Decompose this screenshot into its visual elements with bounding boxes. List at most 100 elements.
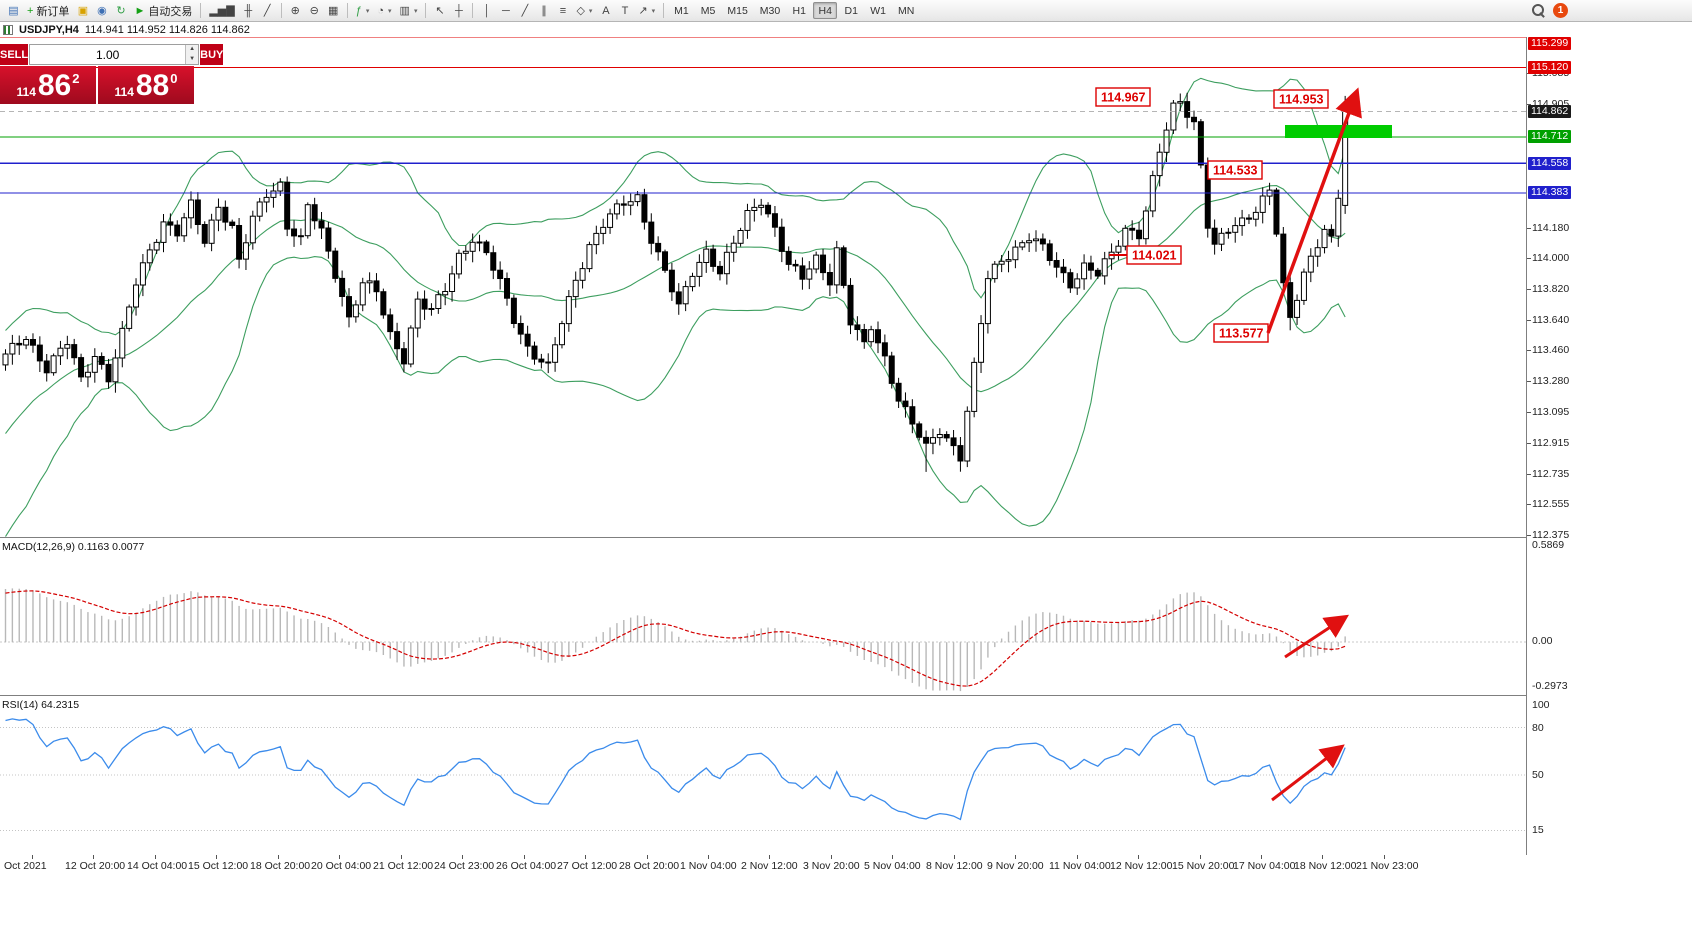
timeframe-MN[interactable]: MN bbox=[897, 4, 915, 17]
time-tick-mark bbox=[1077, 855, 1078, 859]
line-chart-icon[interactable]: ╱ bbox=[258, 2, 277, 20]
new-order-button-label: 新订单 bbox=[36, 5, 70, 18]
scale-tick-mark bbox=[1527, 381, 1531, 382]
sell-price-button[interactable]: 114 86 2 bbox=[0, 66, 96, 104]
horizontal-line-icon[interactable]: ─ bbox=[496, 2, 515, 20]
vertical-line-icon[interactable]: │ bbox=[477, 2, 496, 20]
fibonacci-icon[interactable]: ≡ bbox=[553, 2, 572, 20]
volume-down-button[interactable]: ▼ bbox=[186, 54, 199, 64]
bollinger-lower bbox=[5, 256, 1346, 537]
main-chart[interactable]: 114.967 114.953 114.533 114.021 113.577 bbox=[0, 37, 1526, 537]
zoom-in-icon[interactable]: ⊕ bbox=[286, 2, 305, 20]
market-icon[interactable]: ▣ bbox=[73, 2, 92, 20]
refresh-icon[interactable]: ↻ bbox=[111, 2, 130, 20]
shapes-icon-dropdown[interactable]: ▾ bbox=[588, 7, 593, 15]
macd-scale-0.5869: 0.5869 bbox=[1532, 539, 1565, 551]
timeframe-H1[interactable]: H1 bbox=[792, 4, 806, 17]
periods-icon[interactable]: ◔ ▾ bbox=[373, 2, 395, 20]
signals-icon[interactable]: ◉ bbox=[92, 2, 111, 20]
price-tick-114.905: 114.905 bbox=[1532, 98, 1570, 110]
panel-separator[interactable] bbox=[0, 695, 1588, 696]
time-tick-mark bbox=[32, 855, 33, 859]
timeframe-M1[interactable]: M1 bbox=[674, 4, 689, 17]
annotation-114.533[interactable]: 114.533 bbox=[1207, 160, 1263, 180]
time-tick-mark bbox=[708, 855, 709, 859]
svg-text:114.953: 114.953 bbox=[1279, 93, 1324, 107]
trend-arrow-macd[interactable] bbox=[1284, 614, 1350, 659]
time-label-2: 14 Oct 04:00 bbox=[127, 860, 188, 872]
cursor-icon[interactable]: ↖ bbox=[430, 2, 449, 20]
bollinger-upper bbox=[5, 77, 1346, 336]
arrows-icon[interactable]: ↗ ▾ bbox=[634, 2, 659, 20]
shapes-icon[interactable]: ◇ ▾ bbox=[572, 2, 596, 20]
time-label-14: 5 Nov 04:00 bbox=[864, 860, 921, 872]
candlestick-chart-icon[interactable]: ╫ bbox=[239, 2, 258, 20]
bollinger-middle bbox=[5, 185, 1346, 434]
time-tick-mark bbox=[831, 855, 832, 859]
timeframe-W1[interactable]: W1 bbox=[870, 4, 886, 17]
trend-arrow-main[interactable] bbox=[1266, 87, 1362, 334]
arrows-icon-dropdown[interactable]: ▾ bbox=[651, 7, 656, 15]
new-order-button[interactable]: + 新订单 bbox=[23, 2, 73, 20]
templates-icon-dropdown[interactable]: ▾ bbox=[413, 7, 418, 15]
timeframe-M5[interactable]: M5 bbox=[700, 4, 716, 17]
time-label-20: 17 Nov 04:00 bbox=[1233, 860, 1296, 872]
tile-windows-icon[interactable]: ▦ bbox=[324, 2, 343, 20]
svg-text:114.021: 114.021 bbox=[1132, 249, 1177, 263]
price-tag-114.712: 114.712 bbox=[1528, 130, 1572, 143]
time-tick-mark bbox=[155, 855, 156, 859]
timeframe-D1[interactable]: D1 bbox=[844, 4, 858, 17]
crosshair-icon[interactable]: ┼ bbox=[449, 2, 468, 20]
bar-chart-icon[interactable]: ▂▅▇ bbox=[205, 2, 238, 20]
new-chart-icon[interactable]: ▤ bbox=[4, 2, 23, 20]
trend-arrow-rsi[interactable] bbox=[1271, 744, 1345, 802]
indicators-icon-dropdown[interactable]: ▾ bbox=[365, 7, 370, 15]
search-icon[interactable] bbox=[1532, 4, 1545, 17]
macd-panel[interactable] bbox=[0, 538, 1526, 695]
annotation-114.953[interactable]: 114.953 bbox=[1273, 89, 1329, 109]
scale-tick-mark bbox=[1527, 474, 1531, 475]
time-label-18: 12 Nov 12:00 bbox=[1110, 860, 1173, 872]
channel-icon[interactable]: ∥ bbox=[534, 2, 553, 20]
buy-button[interactable]: BUY bbox=[200, 44, 224, 65]
price-scale[interactable]: 115.085114.905114.180114.000113.820113.6… bbox=[1527, 37, 1589, 877]
templates-icon[interactable]: ▥ ▾ bbox=[396, 2, 422, 20]
scale-tick-mark bbox=[1527, 228, 1531, 229]
price-tick-112.735: 112.735 bbox=[1532, 468, 1570, 480]
line-chart-icon: ╱ bbox=[263, 4, 271, 17]
timeframe-M15[interactable]: M15 bbox=[727, 4, 748, 17]
timeframe-M30[interactable]: M30 bbox=[759, 4, 781, 17]
notification-badge[interactable]: 1 bbox=[1553, 3, 1568, 18]
annotation-114.967[interactable]: 114.967 bbox=[1095, 87, 1151, 107]
symbol-label: USDJPY,H4 bbox=[19, 23, 79, 36]
label-icon[interactable]: T bbox=[615, 2, 634, 20]
panel-separator[interactable] bbox=[0, 537, 1588, 538]
toolbar-right: 1 bbox=[1532, 3, 1688, 18]
volume-input[interactable] bbox=[30, 45, 186, 64]
horizontal-line-icon: ─ bbox=[502, 4, 510, 17]
buy-price-button[interactable]: 114 88 0 bbox=[98, 66, 194, 104]
trendline-icon[interactable]: ╱ bbox=[515, 2, 534, 20]
timeframe-H4[interactable]: H4 bbox=[813, 2, 838, 19]
volume-up-button[interactable]: ▲ bbox=[186, 45, 199, 55]
rsi-line bbox=[5, 718, 1346, 821]
time-label-15: 8 Nov 12:00 bbox=[926, 860, 983, 872]
scale-tick-mark bbox=[1527, 258, 1531, 259]
auto-trading-button[interactable]: ► 自动交易 bbox=[130, 2, 196, 20]
green-zone-rect[interactable] bbox=[1285, 125, 1392, 138]
time-tick-mark bbox=[339, 855, 340, 859]
rsi-panel[interactable] bbox=[0, 696, 1526, 854]
time-label-9: 27 Oct 12:00 bbox=[557, 860, 618, 872]
periods-icon-dropdown[interactable]: ▾ bbox=[388, 7, 392, 15]
text-icon[interactable]: A bbox=[596, 2, 615, 20]
time-axis[interactable]: Oct 2021 12 Oct 20:00 14 Oct 04:00 15 Oct 1… bbox=[0, 855, 1692, 881]
sell-button[interactable]: SELL bbox=[0, 44, 29, 65]
time-tick-mark bbox=[524, 855, 525, 859]
price-tag-115.120: 115.120 bbox=[1528, 61, 1572, 74]
zoom-out-icon[interactable]: ⊖ bbox=[305, 2, 324, 20]
indicators-icon[interactable]: ƒ ▾ bbox=[352, 2, 374, 20]
annotation-114.021[interactable]: 114.021 bbox=[1109, 245, 1182, 265]
svg-text:114.967: 114.967 bbox=[1101, 91, 1146, 105]
annotation-113.577[interactable]: 113.577 bbox=[1213, 323, 1269, 343]
